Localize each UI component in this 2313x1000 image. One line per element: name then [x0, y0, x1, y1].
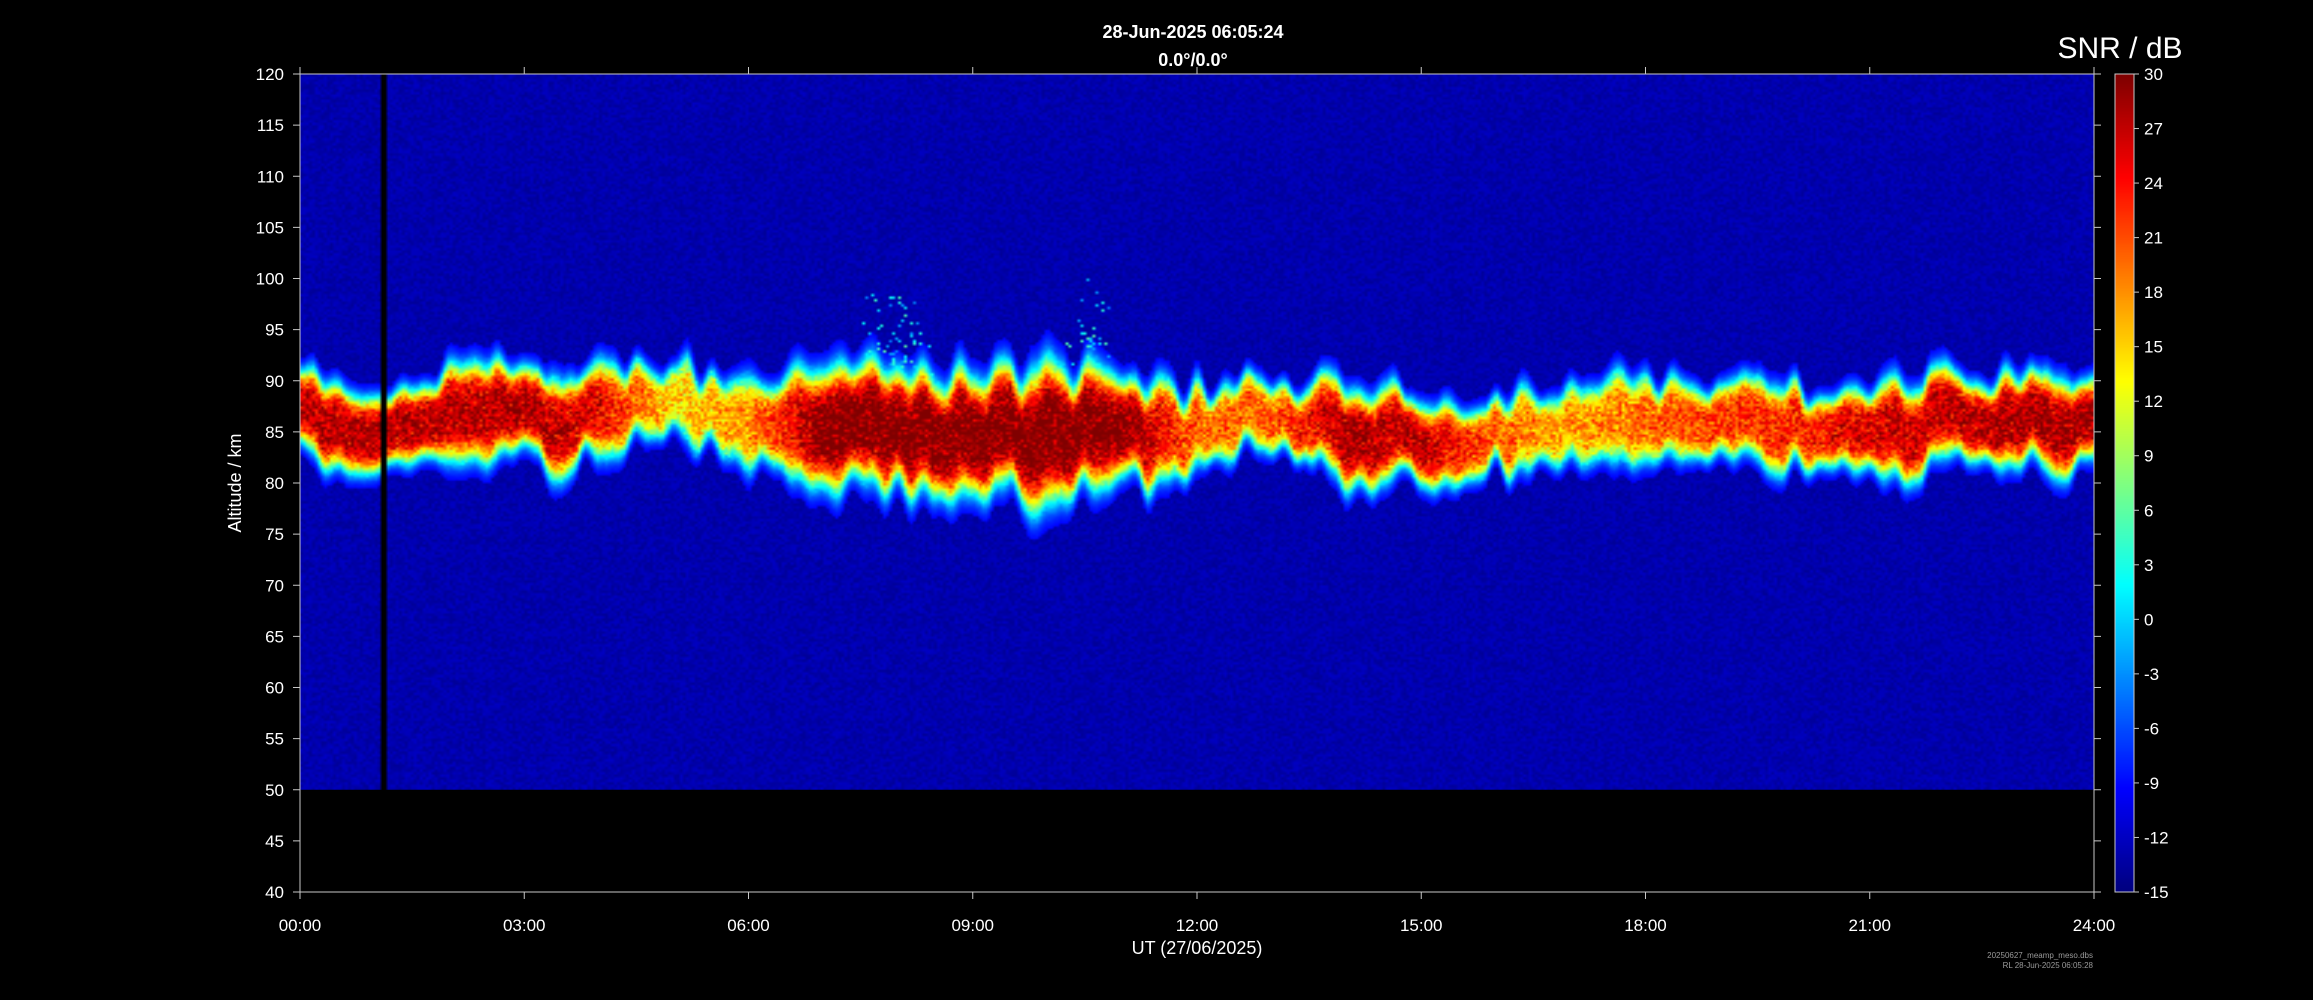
x-axis-label: UT (27/06/2025)	[1132, 938, 1263, 958]
y-tick-label: 45	[265, 832, 284, 851]
y-tick-label: 95	[265, 321, 284, 340]
colorbar-tick-label: 24	[2144, 174, 2163, 193]
x-tick-label: 18:00	[1624, 916, 1667, 935]
y-tick-label: 100	[256, 270, 284, 289]
x-tick-label: 03:00	[503, 916, 546, 935]
colorbar-tick-label: -9	[2144, 774, 2159, 793]
footer-filename: 20250627_meamp_meso.dbs	[1987, 951, 2093, 960]
colorbar-ticks: -15 -12 -9 -6 -3 0 3 6 9 12 15 18 21 24 27 30	[2134, 65, 2169, 902]
y-axis: 40 45 50 55 60 65 70 75 80 85 90 95 100 105 110 115 120	[256, 65, 2101, 902]
y-tick-label: 90	[265, 372, 284, 391]
y-tick-label: 75	[265, 525, 284, 544]
colorbar-tick-label: 30	[2144, 65, 2163, 84]
colorbar-tick-label: -6	[2144, 719, 2159, 738]
colorbar-tick-label: -3	[2144, 665, 2159, 684]
y-tick-label: 70	[265, 576, 284, 595]
colorbar-tick-label: 18	[2144, 283, 2163, 302]
y-tick-label: 110	[257, 167, 284, 186]
plot-area	[299, 73, 2095, 893]
x-tick-label: 24:00	[2073, 916, 2116, 935]
x-tick-label: 06:00	[727, 916, 770, 935]
colorbar-title: SNR / dB	[2057, 32, 2182, 65]
colorbar-tick-label: 3	[2144, 556, 2153, 575]
chart-subtitle: 0.0°/0.0°	[1158, 50, 1227, 70]
y-tick-label: 50	[265, 781, 284, 800]
x-tick-label: 12:00	[1176, 916, 1219, 935]
colorbar-tick-label: 9	[2144, 447, 2153, 466]
footer-timestamp: RL 28-Jun-2025 06:05:28	[2003, 961, 2094, 970]
snr-heatmap	[300, 74, 2094, 790]
y-tick-label: 55	[265, 730, 284, 749]
colorbar-tick-label: 21	[2144, 229, 2163, 248]
colorbar-tick-label: 6	[2144, 501, 2153, 520]
colorbar-tick-label: 27	[2144, 120, 2163, 139]
colorbar-gradient	[2115, 74, 2134, 892]
x-tick-label: 21:00	[1848, 916, 1891, 935]
colorbar-tick-label: 15	[2144, 338, 2163, 357]
x-tick-label: 09:00	[951, 916, 994, 935]
colorbar-tick-label: -12	[2144, 828, 2169, 847]
y-tick-label: 85	[265, 423, 284, 442]
colorbar: -15 -12 -9 -6 -3 0 3 6 9 12 15 18 21 24 27 30 SNR / dB	[2057, 32, 2182, 902]
x-tick-label: 00:00	[279, 916, 322, 935]
y-tick-label: 115	[257, 116, 284, 135]
y-tick-label: 105	[256, 218, 284, 237]
colorbar-frame	[2114, 73, 2135, 893]
y-tick-label: 40	[265, 883, 284, 902]
x-tick-label: 15:00	[1400, 916, 1443, 935]
colorbar-tick-label: -15	[2144, 883, 2169, 902]
y-axis-label: Altitude / km	[225, 433, 245, 532]
y-tick-label: 120	[256, 65, 284, 84]
x-axis: 00:00 03:00 06:00 09:00 12:00 15:00 18:00 21:00…	[279, 67, 2116, 935]
chart-title: 28-Jun-2025 06:05:24	[1102, 22, 1283, 42]
colorbar-tick-label: 0	[2144, 610, 2153, 629]
y-tick-label: 60	[265, 679, 284, 698]
colorbar-tick-label: 12	[2144, 392, 2163, 411]
y-tick-label: 80	[265, 474, 284, 493]
y-tick-label: 65	[265, 627, 284, 646]
